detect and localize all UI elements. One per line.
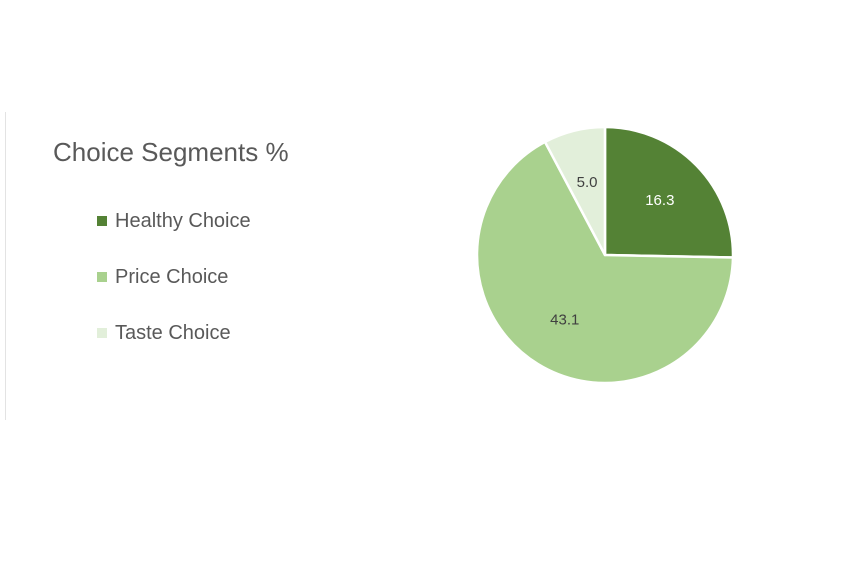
pie-slice-price-choice <box>475 140 735 385</box>
legend-swatch-price-choice <box>97 272 107 282</box>
data-label-price-choice: 43.1 <box>550 311 579 328</box>
legend-swatch-taste-choice <box>97 328 107 338</box>
legend-label-price-choice: Price Choice <box>115 265 229 288</box>
legend-item-price-choice: Price Choice <box>97 263 251 291</box>
legend-item-healthy-choice: Healthy Choice <box>97 207 251 235</box>
legend-item-taste-choice: Taste Choice <box>97 319 251 347</box>
chart-legend: Healthy Choice Price Choice Taste Choice <box>97 207 251 375</box>
data-label-healthy-choice: 16.3 <box>645 192 674 209</box>
data-label-taste-choice: 5.0 <box>577 174 598 191</box>
legend-swatch-healthy-choice <box>97 216 107 226</box>
pie-slice-taste-choice <box>543 125 607 257</box>
slide-edge-divider <box>5 112 6 420</box>
legend-label-healthy-choice: Healthy Choice <box>115 209 251 232</box>
legend-label-taste-choice: Taste Choice <box>115 321 231 344</box>
chart-title: Choice Segments % <box>53 137 289 167</box>
pie-slice-healthy-choice <box>603 125 735 259</box>
